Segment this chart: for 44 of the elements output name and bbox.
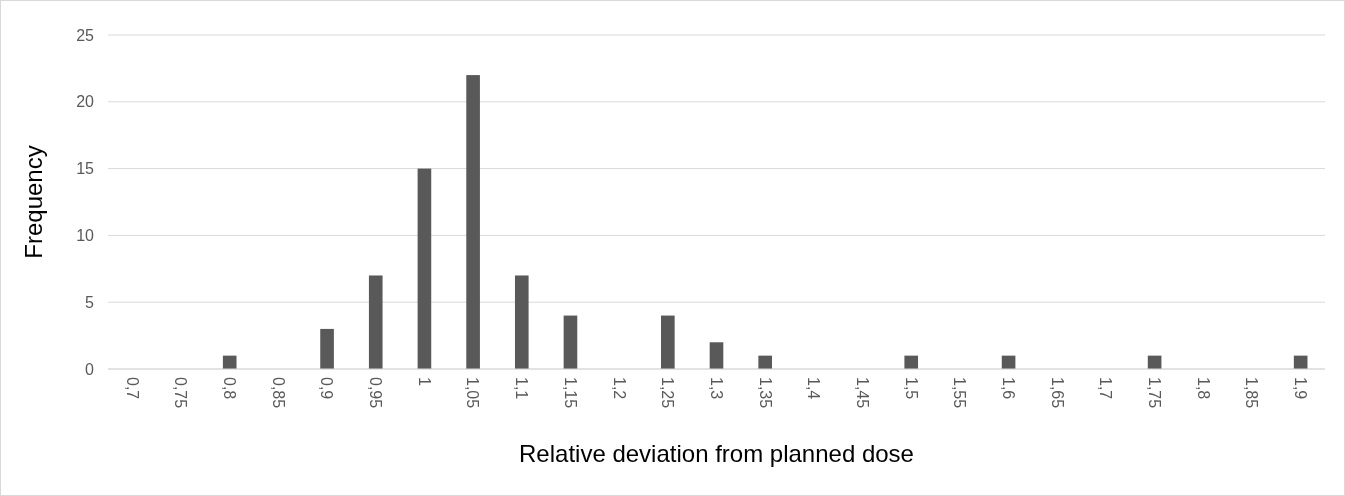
x-tick-label: 0,9 (318, 377, 336, 400)
x-axis-title: Relative deviation from planned dose (519, 440, 914, 467)
x-tick-label: 1,9 (1292, 377, 1310, 400)
x-tick-label: 1,65 (1048, 377, 1066, 409)
bar (320, 328, 334, 369)
bar (758, 355, 772, 369)
x-tick-label: 1,4 (805, 377, 823, 400)
x-tick-label: 1,7 (1097, 377, 1115, 400)
x-tick-label: 1,1 (513, 377, 531, 400)
y-tick-label: 10 (76, 227, 95, 244)
x-tick-label: 1,5 (902, 377, 920, 400)
x-tick-label: 1,35 (756, 377, 774, 409)
y-tick-label: 25 (76, 26, 95, 44)
x-tick-label: 1,15 (561, 377, 579, 409)
bar (417, 168, 432, 369)
bar (709, 342, 724, 369)
x-tick-label: 1,6 (999, 377, 1017, 400)
x-tick-label: 0,75 (172, 377, 190, 409)
y-tick-label: 0 (85, 360, 95, 378)
bar (222, 355, 237, 369)
x-tick-label: 1,8 (1194, 377, 1212, 400)
y-axis-title: Frequency (20, 145, 47, 259)
bar (368, 275, 383, 369)
x-tick-label: 1,85 (1243, 377, 1261, 409)
bar (466, 75, 480, 369)
bar (904, 355, 919, 369)
bar (661, 315, 675, 369)
bar (563, 315, 578, 369)
x-tick-label: 1,25 (659, 377, 677, 409)
y-tick-label: 15 (76, 160, 95, 178)
y-tick-label: 5 (85, 293, 95, 311)
x-tick-label: 0,95 (367, 377, 385, 409)
x-tick-label: 1,45 (853, 377, 871, 409)
x-tick-label: 1,3 (707, 377, 725, 400)
x-tick-label: 0,8 (221, 377, 239, 400)
x-tick-label: 1 (415, 377, 433, 386)
x-tick-label: 0,7 (123, 377, 141, 400)
x-tick-label: 1,75 (1146, 377, 1164, 409)
bar (514, 275, 529, 369)
x-tick-label: 1,2 (610, 377, 628, 400)
y-tick-label: 20 (76, 93, 95, 111)
x-tick-label: 0,85 (269, 377, 287, 409)
x-tick-label: 1,55 (951, 377, 969, 409)
x-tick-label: 1,05 (464, 377, 482, 409)
